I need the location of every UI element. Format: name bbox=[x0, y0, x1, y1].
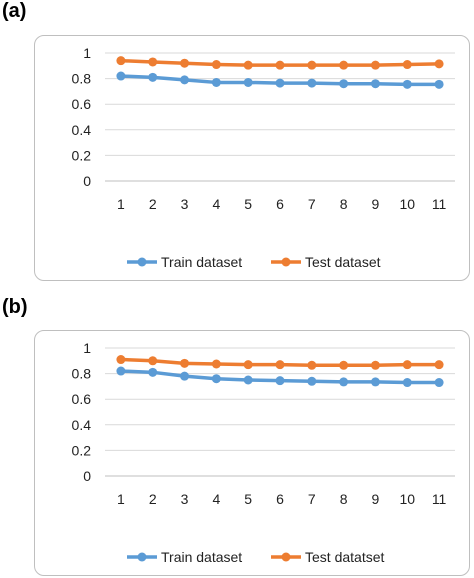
x-tick-label: 4 bbox=[212, 196, 220, 212]
y-tick-label: 1 bbox=[83, 45, 91, 61]
legend-label-1: Train dataset bbox=[161, 254, 242, 270]
series-2-point bbox=[211, 359, 221, 369]
series-1-point bbox=[148, 72, 158, 82]
series-1-point bbox=[434, 79, 444, 89]
series-1-point bbox=[370, 377, 380, 387]
x-tick-label: 7 bbox=[308, 491, 316, 507]
y-tick-label: 0 bbox=[83, 468, 91, 484]
x-tick-label: 5 bbox=[244, 491, 252, 507]
series-2-point bbox=[180, 358, 190, 368]
y-tick-label: 0.2 bbox=[72, 147, 92, 163]
series-2-point bbox=[307, 360, 317, 370]
x-tick-label: 10 bbox=[399, 196, 415, 212]
chart-panel-b: 0 0.2 0.4 0.6 0.8 1 1 2 3 4 5 6 7 8 9 10 11 Train dataset… bbox=[34, 330, 470, 576]
series-2-point bbox=[307, 60, 317, 70]
series-2-point bbox=[339, 60, 349, 70]
x-tick-label: 7 bbox=[308, 196, 316, 212]
series-1-point bbox=[180, 75, 190, 85]
series-1-point bbox=[402, 79, 412, 89]
series-1-point bbox=[116, 71, 126, 81]
series-1-point bbox=[402, 378, 412, 388]
x-tick-label: 6 bbox=[276, 196, 284, 212]
series-2-point bbox=[434, 59, 444, 69]
panel-label-b: (b) bbox=[2, 296, 28, 318]
series-2-point bbox=[402, 360, 412, 370]
x-tick-label: 10 bbox=[399, 491, 415, 507]
x-tick-label: 3 bbox=[181, 491, 189, 507]
series-2-point bbox=[402, 60, 412, 70]
series-1-point bbox=[148, 367, 158, 377]
series-2-point bbox=[148, 57, 158, 67]
chart-panel-a: 0 0.2 0.4 0.6 0.8 1 1 2 3 4 5 6 7 8 9 10 11 Train dataset… bbox=[34, 35, 470, 281]
series-2-point bbox=[243, 60, 253, 70]
x-tick-label: 11 bbox=[432, 196, 447, 212]
series-2-point bbox=[275, 360, 285, 370]
y-tick-label: 0.4 bbox=[72, 122, 92, 138]
series-1-point bbox=[339, 79, 349, 89]
legend-label-2: Test dataset bbox=[305, 254, 381, 270]
y-tick-label: 0 bbox=[83, 173, 91, 189]
series-2-point bbox=[211, 60, 221, 70]
legend-marker-2 bbox=[281, 257, 291, 267]
series-2-point bbox=[434, 360, 444, 370]
series-1-point bbox=[116, 366, 126, 376]
x-tick-label: 1 bbox=[117, 196, 125, 212]
series-1-point bbox=[180, 371, 190, 381]
x-tick-label: 6 bbox=[276, 491, 284, 507]
series-1-point bbox=[211, 374, 221, 384]
y-tick-label: 0.8 bbox=[72, 366, 92, 382]
series-2-point bbox=[243, 360, 253, 370]
series-2-point bbox=[116, 56, 126, 66]
x-tick-label: 9 bbox=[372, 196, 380, 212]
x-tick-label: 5 bbox=[244, 196, 252, 212]
x-tick-label: 1 bbox=[117, 491, 125, 507]
legend-marker-1 bbox=[137, 257, 147, 267]
series-1-point bbox=[307, 376, 317, 386]
x-tick-label: 8 bbox=[340, 196, 348, 212]
series-2-point bbox=[370, 360, 380, 370]
x-tick-label: 2 bbox=[149, 196, 157, 212]
y-tick-label: 0.4 bbox=[72, 417, 92, 433]
series-1-point bbox=[307, 78, 317, 88]
legend-marker-2 bbox=[281, 552, 291, 562]
series-2-point bbox=[339, 360, 349, 370]
series-1-point bbox=[211, 77, 221, 87]
series-2-point bbox=[275, 60, 285, 70]
series-2-point bbox=[116, 355, 126, 365]
x-tick-label: 9 bbox=[372, 491, 380, 507]
series-1-point bbox=[370, 79, 380, 89]
legend-label-1: Train dataset bbox=[161, 549, 242, 565]
series-1-point bbox=[243, 77, 253, 87]
series-1-point bbox=[339, 377, 349, 387]
x-tick-label: 11 bbox=[432, 491, 447, 507]
series-1-point bbox=[275, 376, 285, 386]
y-tick-label: 1 bbox=[83, 340, 91, 356]
series-1-point bbox=[275, 78, 285, 88]
series-2-point bbox=[180, 58, 190, 68]
x-tick-label: 4 bbox=[212, 491, 220, 507]
series-2-point bbox=[148, 356, 158, 366]
x-tick-label: 3 bbox=[181, 196, 189, 212]
series-1-point bbox=[434, 378, 444, 388]
y-tick-label: 0.6 bbox=[72, 96, 92, 112]
series-2-point bbox=[370, 60, 380, 70]
legend-label-2: Test datatset bbox=[305, 549, 384, 565]
legend-marker-1 bbox=[137, 552, 147, 562]
series-1-point bbox=[243, 375, 253, 385]
x-tick-label: 2 bbox=[149, 491, 157, 507]
x-tick-label: 8 bbox=[340, 491, 348, 507]
panel-label-a: (a) bbox=[2, 0, 27, 22]
y-tick-label: 0.6 bbox=[72, 391, 92, 407]
y-tick-label: 0.8 bbox=[72, 71, 92, 87]
y-tick-label: 0.2 bbox=[72, 442, 92, 458]
